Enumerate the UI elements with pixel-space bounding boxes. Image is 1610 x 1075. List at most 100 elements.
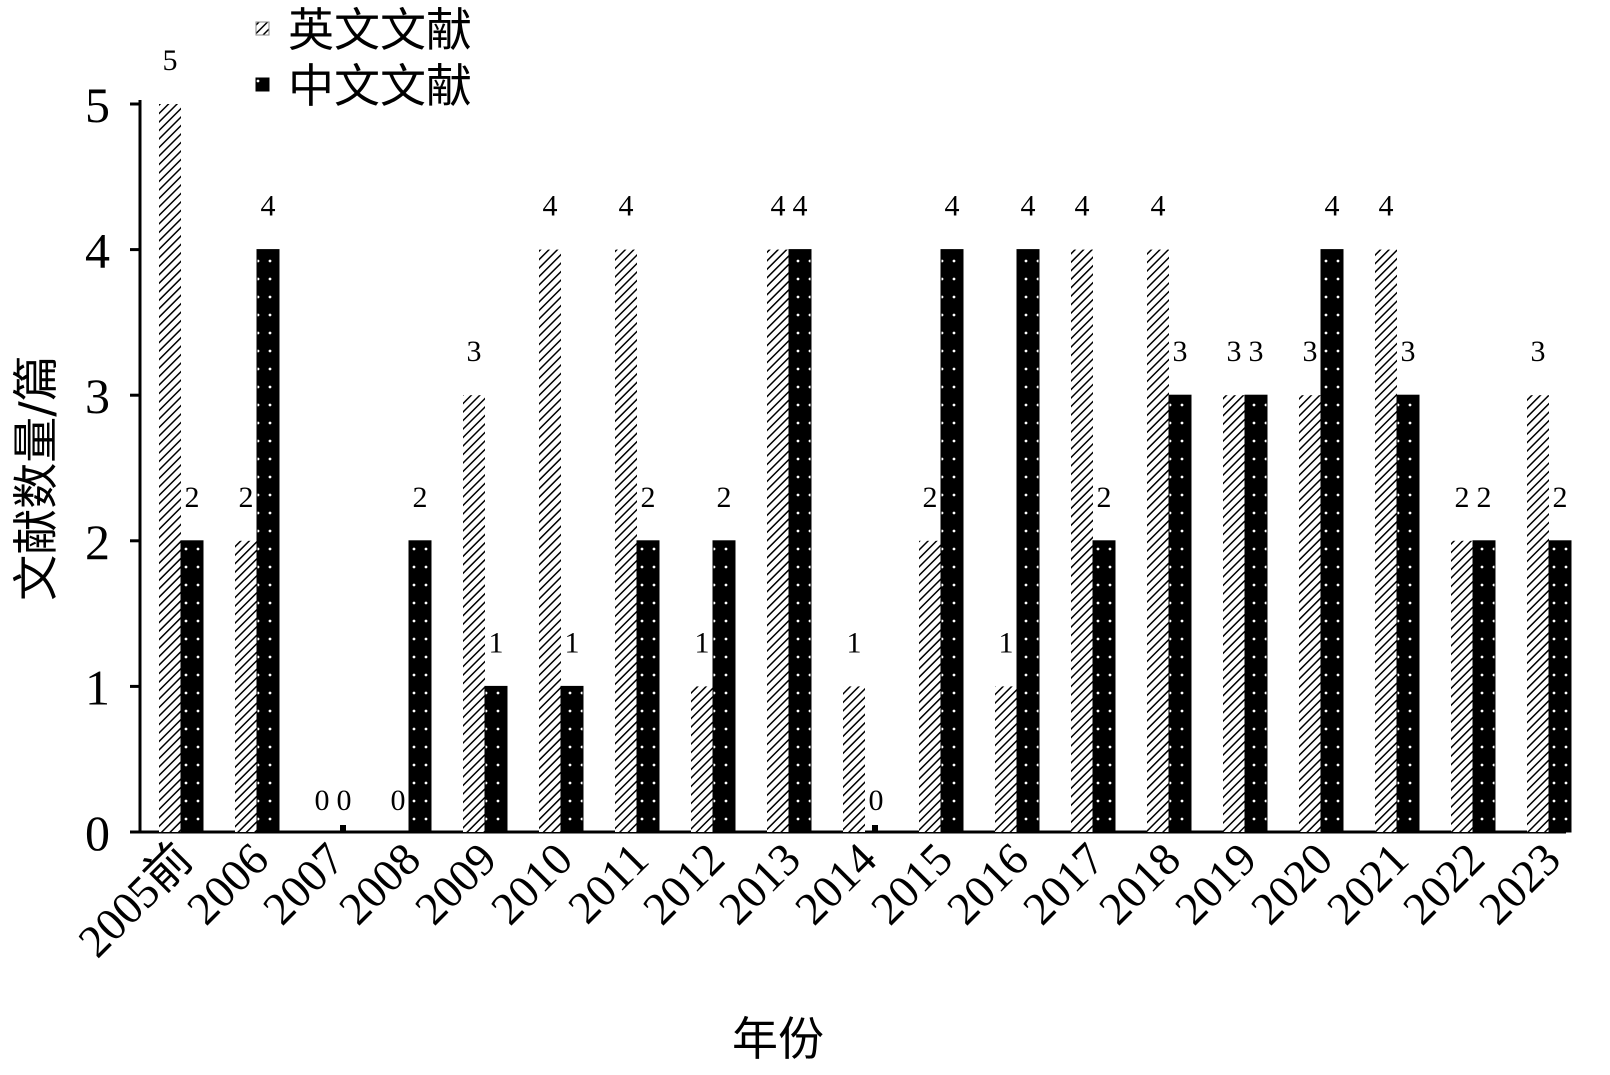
x-tick-label: 2013 [709,833,810,934]
data-label-chinese: 2 [1097,481,1112,514]
bar-chinese [1016,249,1040,833]
data-label-english: 4 [543,190,558,223]
data-label-english: 2 [923,481,938,514]
data-label-chinese: 3 [1401,335,1416,368]
data-label-english: 3 [1531,335,1546,368]
bar-english [1147,249,1169,833]
y-axis-label: 文献数量/篇 [9,355,63,601]
x-axis-label: 年份 [732,1012,824,1066]
bar-english [919,540,941,832]
data-label-chinese: 0 [337,784,352,817]
bar-english [843,686,865,832]
x-tick-label: 2019 [1165,833,1266,934]
bar-chinese [1472,540,1496,833]
bar-chinese [940,249,964,833]
bar-english [767,249,789,833]
bar-english [691,686,713,832]
bar-english [1071,249,1093,833]
data-label-chinese: 4 [793,190,808,223]
data-label-english: 3 [467,335,482,368]
data-label-chinese: 3 [1173,335,1188,368]
data-label-chinese: 4 [1021,190,1036,223]
data-label-english: 3 [1303,335,1318,368]
data-label-english: 0 [391,784,406,817]
data-label-english: 4 [771,190,786,223]
data-label-chinese: 4 [1325,190,1340,223]
data-label-chinese: 4 [945,190,960,223]
legend-label-chinese: 中文文献 [288,59,472,113]
data-label-chinese: 2 [717,481,732,514]
bar-english [615,249,637,833]
x-tick-label: 2012 [633,833,734,934]
x-tick-label: 2007 [253,833,354,934]
data-label-english: 2 [239,481,254,514]
bar-english [463,395,485,832]
bar-chinese [1320,249,1344,833]
bar-english [1299,395,1321,832]
y-tick-label: 5 [85,77,110,133]
y-tick-label: 4 [85,223,110,279]
bar-chinese [484,685,508,833]
bar-chinese [1168,394,1192,833]
legend-label-english: 英文文献 [288,3,472,57]
bar-chinese [872,825,878,832]
data-label-chinese: 2 [1553,481,1568,514]
data-label-chinese: 2 [413,481,428,514]
x-tick-label: 2017 [1013,833,1114,934]
x-tick-label: 2010 [481,833,582,934]
bar-chinese [1092,540,1116,833]
bar-english [995,686,1017,832]
bar-english [1375,249,1397,833]
data-label-chinese: 1 [565,626,580,659]
x-tick-label: 2009 [405,833,506,934]
data-label-english: 0 [315,784,330,817]
bar-english [159,104,181,832]
bar-english [1223,395,1245,832]
y-tick-label: 0 [85,805,110,861]
x-tick-label: 2020 [1241,833,1342,934]
data-label-english: 2 [1455,481,1470,514]
data-label-english: 4 [1075,190,1090,223]
data-label-english: 4 [1379,190,1394,223]
bar-chinese [788,249,812,833]
x-tick-label: 2018 [1089,833,1190,934]
data-label-english: 1 [847,626,862,659]
bar-english [539,249,561,833]
data-label-english: 4 [1151,190,1166,223]
bar-chinese [180,540,204,833]
data-label-chinese: 3 [1249,335,1264,368]
y-tick-label: 1 [85,659,110,715]
x-tick-label: 2023 [1469,833,1570,934]
data-label-english: 5 [163,44,178,77]
bar-chinese [560,685,584,833]
data-label-chinese: 2 [641,481,656,514]
x-tick-label: 2006 [177,833,278,934]
bar-english [235,540,257,832]
data-label-english: 3 [1227,335,1242,368]
data-label-english: 1 [695,626,710,659]
bar-chinese [1244,394,1268,833]
legend-swatch-english [255,21,270,36]
x-tick-label: 2016 [937,833,1038,934]
bars [159,104,1572,833]
data-label-chinese: 2 [1477,481,1492,514]
x-tick-label: 2015 [861,833,962,934]
y-tick-label: 2 [85,514,110,570]
data-label-english: 1 [999,626,1014,659]
x-tick-label: 2021 [1317,833,1418,934]
data-label-chinese: 1 [489,626,504,659]
y-tick-label: 3 [85,368,110,424]
data-label-chinese: 0 [869,784,884,817]
bar-chinese [256,249,280,833]
data-label-chinese: 4 [261,190,276,223]
x-tick-label: 2008 [329,833,430,934]
bar-english [1527,395,1549,832]
bar-english [1451,540,1473,832]
x-tick-label: 2014 [785,833,886,934]
bar-chinese [712,540,736,833]
bar-chinese [408,540,432,833]
data-label-english: 4 [619,190,634,223]
